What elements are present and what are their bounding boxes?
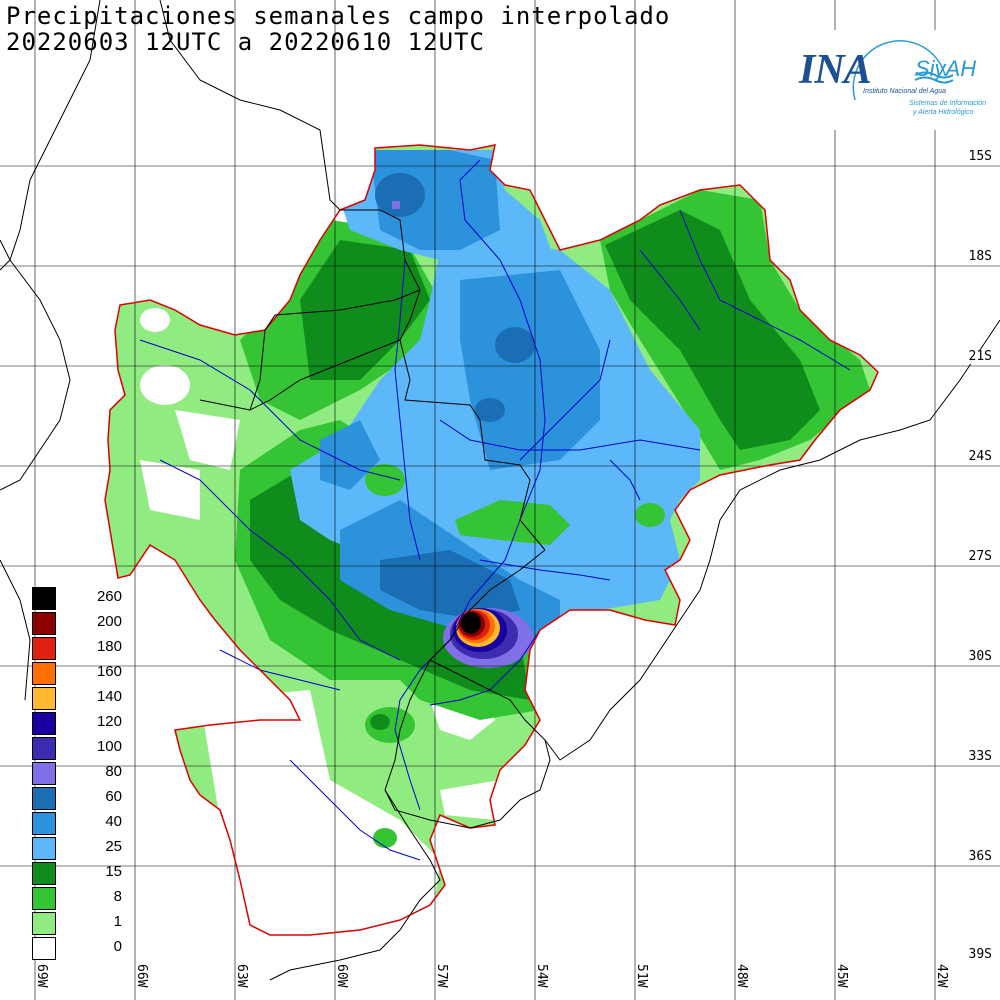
legend-swatch: [32, 737, 56, 760]
legend-label: 80: [105, 763, 122, 780]
lon-label-42w: 42W: [934, 964, 949, 988]
precipitation-legend: 260 200 180 160 140 120 100 80 60 40 25 15 8 1 0: [30, 585, 122, 960]
lon-label-69w: 69W: [34, 964, 49, 988]
logo-ina-text: INA: [799, 47, 872, 93]
lon-label-45w: 45W: [834, 964, 849, 988]
legend-item: 140: [30, 685, 122, 710]
legend-label: 0: [113, 938, 122, 955]
legend-label: 140: [96, 688, 122, 705]
lat-label-39s: 39S: [968, 947, 992, 962]
legend-swatch: [32, 787, 56, 810]
legend-swatch: [32, 612, 56, 635]
lon-label-66w: 66W: [134, 964, 149, 988]
legend-label: 8: [113, 888, 122, 905]
logo-institution-text: Instituto Nacional del Agua: [863, 88, 947, 95]
legend-item: 180: [30, 635, 122, 660]
legend-label: 60: [105, 788, 122, 805]
logo-system-desc-1: Sistemas de Información: [909, 100, 987, 107]
basin-outline: [104, 144, 879, 936]
legend-label: 40: [105, 813, 122, 830]
lon-label-60w: 60W: [334, 964, 349, 988]
lon-label-48w: 48W: [734, 964, 749, 988]
lat-label-21s: 21S: [968, 349, 992, 364]
legend-swatch: [32, 762, 56, 785]
legend-swatch: [32, 712, 56, 735]
legend-item: 15: [30, 860, 122, 885]
lat-label-15s: 15S: [968, 149, 992, 164]
lon-label-63w: 63W: [234, 964, 249, 988]
legend-swatch: [32, 887, 56, 910]
ina-siyah-logo: INA SiyAH Instituto Nacional del Agua Si…: [795, 30, 995, 130]
legend-swatch: [32, 937, 56, 960]
legend-swatch: [32, 837, 56, 860]
legend-swatch: [32, 862, 56, 885]
legend-item: 120: [30, 710, 122, 735]
legend-label: 25: [105, 838, 122, 855]
legend-label: 100: [96, 738, 122, 755]
legend-item: 260: [30, 585, 122, 610]
map-title: Precipitaciones semanales campo interpol…: [6, 2, 671, 30]
lat-label-27s: 27S: [968, 549, 992, 564]
legend-label: 160: [96, 663, 122, 680]
legend-label: 1: [113, 913, 122, 930]
legend-swatch: [32, 912, 56, 935]
legend-item: 60: [30, 785, 122, 810]
legend-swatch: [32, 587, 56, 610]
lat-label-30s: 30S: [968, 649, 992, 664]
lon-label-57w: 57W: [434, 964, 449, 988]
legend-swatch: [32, 687, 56, 710]
legend-item: 160: [30, 660, 122, 685]
legend-item: 200: [30, 610, 122, 635]
lon-label-54w: 54W: [534, 964, 549, 988]
logo-siyah-text: SiyAH: [915, 56, 977, 81]
legend-swatch: [32, 812, 56, 835]
lat-label-33s: 33S: [968, 749, 992, 764]
logo-arc-icon: [852, 40, 954, 101]
legend-item: 0: [30, 935, 122, 960]
lat-label-36s: 36S: [968, 849, 992, 864]
legend-item: 25: [30, 835, 122, 860]
legend-label: 180: [96, 638, 122, 655]
lon-label-51w: 51W: [634, 964, 649, 988]
legend-item: 40: [30, 810, 122, 835]
legend-swatch: [32, 637, 56, 660]
logo-system-desc-2: y Alerta Hidrológico: [913, 109, 974, 116]
legend-label: 120: [96, 713, 122, 730]
legend-swatch: [32, 662, 56, 685]
lat-label-24s: 24S: [968, 449, 992, 464]
legend-label: 260: [96, 588, 122, 605]
legend-item: 1: [30, 910, 122, 935]
legend-item: 8: [30, 885, 122, 910]
legend-label: 200: [96, 613, 122, 630]
legend-label: 15: [105, 863, 122, 880]
legend-item: 100: [30, 735, 122, 760]
lat-label-18s: 18S: [968, 249, 992, 264]
legend-item: 80: [30, 760, 122, 785]
map-date-range: 20220603 12UTC a 20220610 12UTC: [6, 28, 485, 56]
